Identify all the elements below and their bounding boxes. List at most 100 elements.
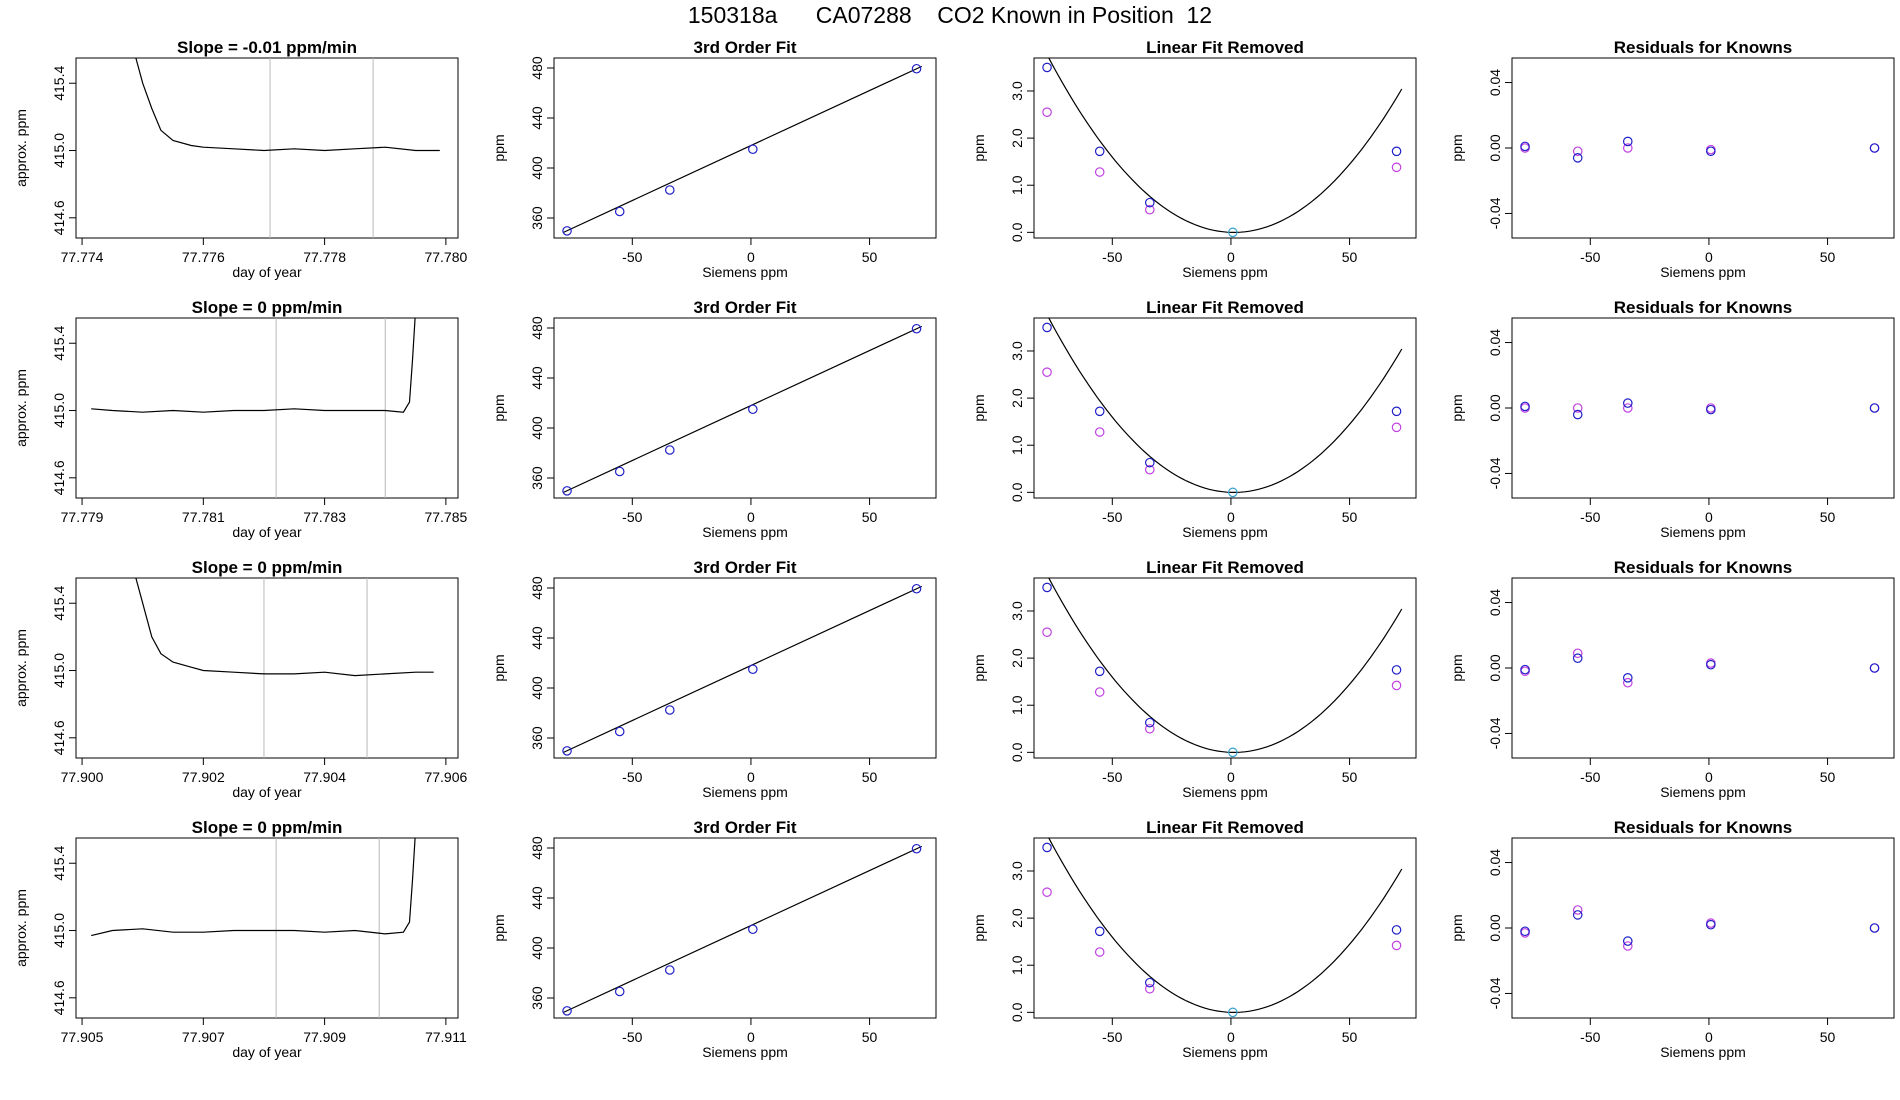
panel-r3-lin-ytick-label: 3.0: [1009, 601, 1025, 621]
panel-r3-lin-ytick-label: 2.0: [1009, 648, 1025, 668]
panel-r1-lin-ylabel: ppm: [971, 134, 987, 161]
panel-r2-res-ylabel: ppm: [1449, 394, 1465, 421]
panel-r3-res-ytick-label: -0.04: [1487, 717, 1503, 749]
panel-r2-lin-point-alt: [1094, 427, 1105, 437]
panel-r1-lin-ytick-label: 1.0: [1009, 175, 1025, 195]
panel-r2-lin: Linear Fit Removed -50 0 50 0.0 1.0 2.0 3.0 Siem…: [971, 298, 1417, 540]
panel-r3-ts-plot-area: [135, 578, 434, 758]
panel-r4-fit-point: [911, 843, 922, 854]
panel-r4-lin-xtick-label: 50: [1342, 1029, 1358, 1045]
panel-r1-res-ylabel: ppm: [1449, 134, 1465, 161]
panel-r2-ts-ytick-label: 414.6: [51, 460, 67, 495]
panel-r1-lin-point: [1228, 227, 1238, 238]
panel-r4-res-point-alt: [1572, 905, 1583, 915]
panel-r4-fit-xtick-label: -50: [622, 1029, 642, 1045]
panel-r2-lin-title: Linear Fit Removed: [1146, 298, 1304, 317]
panel-r3-ts-ytick-label: 415.0: [51, 653, 67, 688]
panel-r3-fit-fit-line: [563, 585, 923, 753]
panel-r3-fit-point: [562, 746, 572, 756]
panel-r1-ts-ytick-label: 414.6: [51, 200, 67, 235]
panel-r2-ts-xtick-label: 77.783: [303, 509, 346, 525]
panel-r2-ts-plot-area: [91, 318, 416, 498]
panel-r4-res-xtick-label: -50: [1580, 1029, 1600, 1045]
panel-r4-res-point: [1520, 926, 1530, 937]
panel-r2-res-point: [1520, 401, 1530, 412]
panel-r3-lin-point: [1042, 582, 1052, 593]
panel-r4-lin-point-alt: [1144, 983, 1155, 994]
panel-r2-fit-point: [664, 445, 675, 455]
panel-r2-fit-point: [562, 486, 572, 496]
panel-r2-fit-xlabel: Siemens ppm: [702, 524, 788, 540]
panel-r1-res-point: [1869, 143, 1880, 153]
panel-r4-fit-point: [614, 986, 625, 997]
panel-r3-ts-xtick-label: 77.906: [424, 769, 467, 785]
panel-r3-lin-ytick-label: 0.0: [1009, 742, 1025, 762]
panel-r3-lin-point-alt: [1094, 687, 1105, 697]
panel-r4-lin-point-alt: [1391, 940, 1402, 951]
panel-r1-fit-ytick-label: 440: [529, 106, 545, 130]
panel-r3-res: Residuals for Knowns -50 0 50 -0.04 0.00 0.04 S…: [1449, 558, 1895, 800]
panel-r4-ts-xtick-label: 77.909: [303, 1029, 346, 1045]
panel-r4-lin-xtick-label: 0: [1227, 1029, 1235, 1045]
panel-r2-fit-ytick-label: 400: [529, 416, 545, 440]
panel-r4-fit: 3rd Order Fit -50 0 50 360 400 440 480 Siemens p…: [491, 818, 937, 1060]
panel-r3-lin-ytick-label: 1.0: [1009, 695, 1025, 715]
panel-r2-res-frame: [1511, 317, 1895, 499]
panel-r1-lin-point-alt: [1094, 167, 1105, 177]
panel-r3-lin-xtick-label: -50: [1102, 769, 1122, 785]
panel-r2-lin-point: [1228, 487, 1238, 498]
panel-r4-res-ytick-label: 0.04: [1487, 849, 1503, 876]
panel-r1-res-point-alt: [1572, 146, 1583, 157]
panel-r3-fit-ytick-label: 480: [529, 576, 545, 600]
panel-r1-lin-xlabel: Siemens ppm: [1182, 264, 1268, 280]
panel-r3-lin-point: [1391, 665, 1402, 675]
panel-r1-ts-ytick-label: 415.0: [51, 133, 67, 168]
panel-r2-fit: 3rd Order Fit -50 0 50 360 400 440 480 Siemens p…: [491, 298, 937, 540]
panel-r3-res-point: [1520, 664, 1530, 675]
panel-r1-ts-ylabel: approx. ppm: [13, 109, 29, 187]
panel-r3-res-point: [1622, 673, 1633, 683]
panel-r2-lin-xtick-label: -50: [1102, 509, 1122, 525]
panel-r2-fit-frame: [553, 317, 937, 499]
panel-r1-lin-frame: [1033, 57, 1417, 239]
panel-r1-res-point-alt: [1622, 143, 1633, 153]
panel-r3-fit-point: [911, 583, 922, 594]
panel-r4-lin-xtick-label: -50: [1102, 1029, 1122, 1045]
panel-r2-res-xtick-label: 0: [1705, 509, 1713, 525]
panel-r3-lin: Linear Fit Removed -50 0 50 0.0 1.0 2.0 3.0 Siem…: [971, 558, 1417, 800]
panel-r1-lin-xtick-label: 0: [1227, 249, 1235, 265]
panel-r1-res-point: [1622, 136, 1633, 147]
panel-r3-fit-xtick-label: 50: [862, 769, 878, 785]
panel-r2-fit-plot-area: [562, 323, 923, 496]
panel-r1-res-point: [1572, 153, 1583, 163]
panel-r3-fit-title: 3rd Order Fit: [694, 558, 797, 577]
panel-r4-ts-ytick-label: 414.6: [51, 980, 67, 1015]
panel-r1-fit-xtick-label: -50: [622, 249, 642, 265]
panel-r2-ts-ytick-label: 415.0: [51, 393, 67, 428]
panel-r1-lin-ytick-label: 0.0: [1009, 222, 1025, 242]
panel-r1-fit-point: [562, 226, 572, 236]
panel-r4-lin-title: Linear Fit Removed: [1146, 818, 1304, 837]
panel-r1-fit-fit-line: [563, 65, 923, 233]
panel-r4-lin-point: [1228, 1007, 1238, 1018]
panel-r2-ts-xtick-label: 77.785: [424, 509, 467, 525]
panel-r2-ts-title: Slope = 0 ppm/min: [192, 298, 343, 317]
panel-r3-lin-frame: [1033, 577, 1417, 759]
panel-r3-res-ylabel: ppm: [1449, 654, 1465, 681]
panel-r2-ts-xlabel: day of year: [232, 524, 302, 540]
panel-r1-fit-ytick-label: 360: [529, 206, 545, 230]
panel-r1-res-xlabel: Siemens ppm: [1660, 264, 1746, 280]
panel-r2-lin-point: [1042, 322, 1052, 333]
panel-r3-fit-frame: [553, 577, 937, 759]
panel-r1-res-ytick-label: -0.04: [1487, 197, 1503, 229]
panel-r4-res: Residuals for Knowns -50 0 50 -0.04 0.00 0.04 S…: [1449, 818, 1895, 1060]
panel-r2-res-xtick-label: 50: [1820, 509, 1836, 525]
panel-r1-res-point: [1706, 146, 1716, 157]
panel-r3-fit-ytick-label: 440: [529, 626, 545, 650]
panel-r4-lin-frame: [1033, 837, 1417, 1019]
panel-r3-res-point: [1706, 659, 1716, 670]
panel-r2-ts-ylabel: approx. ppm: [13, 369, 29, 447]
panel-r2-res-ytick-label: 0.04: [1487, 329, 1503, 356]
panel-r4-ts-ytick-label: 415.0: [51, 913, 67, 948]
